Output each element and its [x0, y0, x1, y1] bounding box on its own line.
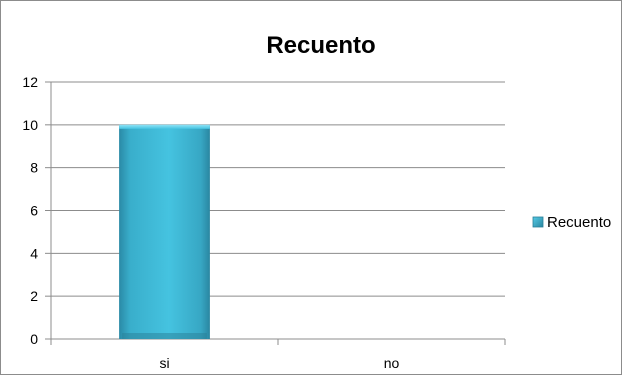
bar-base-shade	[122, 333, 207, 339]
legend-label: Recuento	[547, 214, 611, 231]
y-tick-label: 0	[30, 331, 38, 347]
legend: Recuento	[532, 214, 611, 231]
bars	[119, 124, 210, 339]
y-tick-labels: 0 2 4 6 8 10 12	[22, 74, 38, 347]
y-tick-label: 8	[30, 160, 38, 176]
y-tick-label: 6	[30, 203, 38, 219]
y-tick-label: 12	[22, 74, 38, 90]
chart-title: Recuento	[266, 32, 375, 59]
bar-si	[119, 124, 210, 339]
y-tick-label: 4	[30, 245, 38, 261]
y-tick-label: 10	[22, 117, 38, 133]
bar-cap	[119, 124, 210, 129]
x-tick-label: si	[159, 355, 169, 371]
y-tick-label: 2	[30, 288, 38, 304]
x-tick-label: no	[384, 355, 400, 371]
bar-body	[119, 124, 210, 339]
x-tick-labels: si no	[159, 355, 399, 371]
axes	[45, 81, 506, 345]
legend-swatch	[532, 216, 544, 228]
